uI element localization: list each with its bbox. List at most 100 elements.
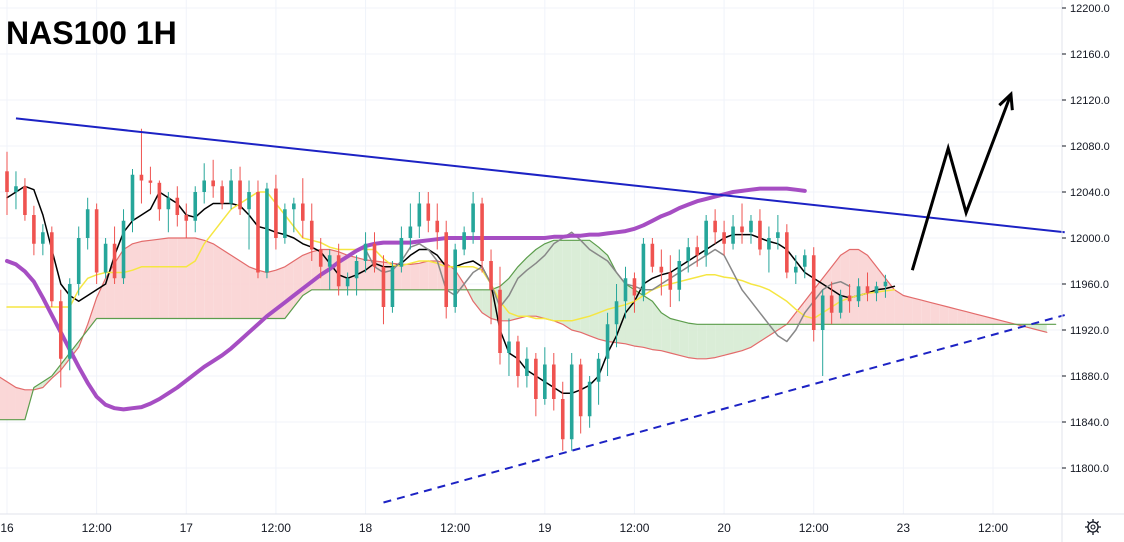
candle (641, 238, 646, 302)
candle (847, 284, 852, 313)
time-tick-label: 17 (180, 521, 194, 535)
candle (704, 215, 708, 267)
candle (776, 215, 780, 250)
resistance-trendline (15, 117, 1065, 234)
cloud-segment (96, 278, 106, 319)
cloud-segment (580, 240, 590, 336)
cloud-segment (257, 270, 267, 319)
candle (659, 249, 664, 296)
price-tick-label: 12160.0 (1070, 49, 1110, 61)
candle-body (551, 364, 556, 399)
candle-body (489, 261, 493, 290)
cloud-segment (266, 270, 276, 319)
candle (856, 278, 861, 307)
settings-gear-icon[interactable] (1085, 519, 1101, 535)
candle (489, 249, 493, 325)
price-tick-label: 12000.0 (1070, 233, 1110, 245)
cloud-segment (589, 240, 599, 340)
candle (668, 255, 673, 307)
candle (274, 174, 278, 250)
candle-body (856, 286, 861, 302)
candle-body (121, 220, 126, 279)
candle-body (381, 266, 386, 307)
candle-body (23, 186, 27, 215)
cloud-segment (607, 255, 617, 343)
candle (336, 243, 341, 296)
candle-body (811, 255, 816, 330)
price-tick-label: 11840.0 (1070, 417, 1109, 429)
candle-body (50, 232, 54, 302)
candle-body (345, 278, 350, 287)
candle (14, 171, 18, 210)
candle-body (462, 232, 466, 250)
candle (372, 232, 377, 273)
candle-body (14, 186, 18, 192)
candle-body (103, 243, 108, 273)
cloud-segment (455, 270, 465, 290)
candle (838, 289, 843, 319)
candle-body (283, 209, 287, 238)
cloud-segment (15, 387, 25, 420)
cloud-segment (526, 249, 536, 317)
cloud-segment (750, 324, 760, 348)
candle (874, 281, 879, 302)
cloud-segment (60, 353, 70, 371)
cloud-segment (840, 249, 850, 325)
time-tick-label: 18 (359, 521, 373, 535)
candle (301, 178, 305, 238)
cloud-segment (562, 240, 572, 330)
price-tick-label: 12200.0 (1070, 3, 1110, 15)
candle (220, 180, 224, 210)
candle-body (327, 255, 332, 267)
time-tick-label: 12:00 (799, 521, 829, 535)
candle (462, 226, 466, 256)
cloud-segment (231, 255, 241, 319)
arrow-head-icon (998, 91, 1014, 111)
candle-body (435, 220, 440, 233)
candle-body (865, 286, 870, 294)
candle-body (426, 203, 431, 221)
cloud-segment (428, 261, 438, 290)
time-tick-label: 16 (0, 521, 14, 535)
candle (587, 376, 592, 428)
candle-body (471, 203, 475, 233)
cloud-segment (634, 289, 644, 348)
price-tick-label: 11960.0 (1070, 279, 1109, 291)
candle (767, 226, 771, 273)
cloud-segment (643, 295, 653, 350)
candle (408, 203, 413, 250)
candle (560, 381, 565, 451)
candle-body (5, 171, 9, 192)
candle (41, 224, 45, 256)
cloud-segment (598, 247, 608, 342)
candle-body (507, 341, 511, 353)
candle (85, 197, 90, 250)
time-tick-label: 23 (897, 521, 911, 535)
candle (480, 197, 484, 273)
cloud-segment (571, 240, 581, 333)
candle-body (686, 247, 691, 261)
candle (623, 266, 628, 319)
candle-body (802, 255, 807, 267)
candle (811, 247, 816, 342)
candle-body (372, 243, 377, 267)
cloud-segment (912, 297, 922, 325)
candle-body (301, 203, 305, 221)
cloud-segment (867, 255, 877, 325)
candle (327, 249, 332, 290)
candle-body (220, 186, 224, 204)
candle-body (722, 232, 726, 244)
time-tick-label: 12:00 (440, 521, 470, 535)
candle (309, 203, 314, 261)
candle (265, 182, 269, 279)
grid (0, 0, 1062, 514)
price-tick-label: 12120.0 (1070, 95, 1110, 107)
candle (650, 238, 655, 273)
candle-body (453, 249, 457, 307)
candle-body (390, 266, 395, 307)
cloud-segment (473, 289, 483, 313)
candle (229, 169, 233, 210)
candle (283, 203, 287, 244)
cloud-segment (715, 324, 725, 358)
